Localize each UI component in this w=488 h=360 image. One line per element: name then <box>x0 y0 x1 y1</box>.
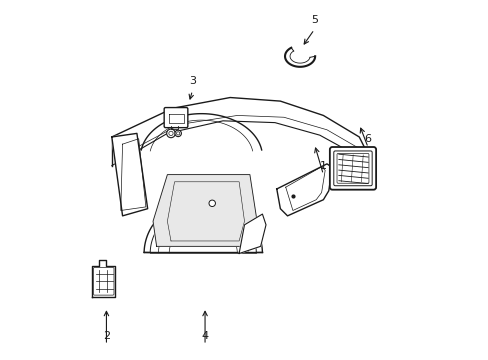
Polygon shape <box>153 175 257 246</box>
Circle shape <box>175 130 181 136</box>
FancyBboxPatch shape <box>93 267 114 295</box>
Text: 1: 1 <box>319 161 326 171</box>
Text: 5: 5 <box>310 15 317 26</box>
Text: 6: 6 <box>364 134 371 144</box>
Text: 3: 3 <box>189 76 196 86</box>
FancyBboxPatch shape <box>329 147 375 190</box>
Text: 2: 2 <box>102 331 110 341</box>
Circle shape <box>208 200 215 207</box>
Circle shape <box>168 131 173 135</box>
Polygon shape <box>239 214 265 253</box>
FancyBboxPatch shape <box>333 151 371 186</box>
FancyBboxPatch shape <box>164 108 187 128</box>
Polygon shape <box>112 134 147 216</box>
Circle shape <box>166 129 175 138</box>
Polygon shape <box>92 260 115 297</box>
FancyBboxPatch shape <box>336 153 368 183</box>
Polygon shape <box>276 164 332 216</box>
Text: 4: 4 <box>201 331 208 341</box>
Circle shape <box>176 132 180 135</box>
